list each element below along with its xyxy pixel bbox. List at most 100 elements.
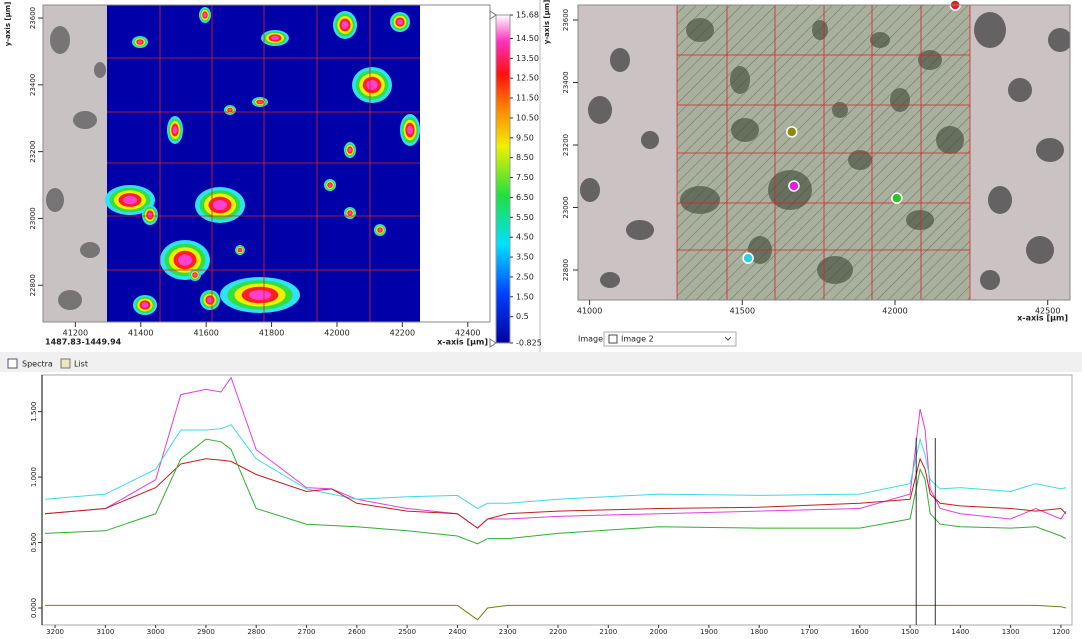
colorbar-label: 11.50 bbox=[516, 94, 539, 103]
x-tick-label: 3200 bbox=[46, 628, 64, 636]
hotspot bbox=[239, 249, 242, 252]
x-tick-label: 1400 bbox=[951, 628, 969, 636]
hotspot bbox=[148, 212, 152, 218]
x-axis-label: x-axis [µm] bbox=[1017, 314, 1068, 323]
y-tick-label: 0.500 bbox=[30, 533, 38, 553]
y-tick-label: 1.000 bbox=[30, 467, 38, 487]
particle bbox=[641, 131, 659, 149]
plot-area bbox=[42, 375, 1072, 625]
colorbar-label: -0.825 bbox=[516, 339, 542, 348]
particle bbox=[980, 270, 1000, 290]
x-tick-label: 42200 bbox=[390, 329, 415, 338]
colorbar-label: 12.50 bbox=[516, 74, 539, 83]
spectra-icon bbox=[8, 359, 17, 368]
y-tick-label: 23200 bbox=[562, 134, 570, 156]
colorbar-label: 14.50 bbox=[516, 34, 539, 43]
range-label: 1487.83-1449.94 bbox=[45, 338, 122, 347]
colorbar-label: 7.50 bbox=[516, 173, 534, 182]
y-tick-label: 0.000 bbox=[30, 598, 38, 618]
sample-image bbox=[43, 5, 107, 322]
x-axis-label: x-axis [µm] bbox=[437, 338, 488, 347]
x-tick-label: 1500 bbox=[901, 628, 919, 636]
measurement-point bbox=[789, 181, 799, 191]
x-tick-label: 1700 bbox=[801, 628, 819, 636]
particle bbox=[1036, 138, 1064, 162]
hotspot bbox=[342, 21, 349, 29]
x-tick-label: 3100 bbox=[96, 628, 114, 636]
colorbar-label: 5.50 bbox=[516, 213, 534, 222]
hotspot bbox=[271, 36, 279, 40]
roi-hatch bbox=[677, 5, 970, 300]
hotspot bbox=[348, 211, 351, 214]
hotspot bbox=[328, 183, 331, 186]
colorbar bbox=[496, 15, 510, 343]
tab-list[interactable]: List bbox=[74, 360, 88, 369]
particle bbox=[974, 12, 1006, 48]
particle bbox=[988, 186, 1012, 214]
x-tick-label: 2100 bbox=[599, 628, 617, 636]
colorbar-label: 4.50 bbox=[516, 233, 534, 242]
image-select: Image 2 bbox=[621, 335, 654, 344]
heatmap bbox=[107, 5, 420, 322]
colorbar-label: 13.50 bbox=[516, 54, 539, 63]
x-tick-label: 2400 bbox=[449, 628, 467, 636]
screen: 4120041400416004180042000422004240022800… bbox=[0, 0, 1082, 639]
particle bbox=[626, 220, 654, 240]
particle bbox=[50, 26, 70, 54]
list-icon bbox=[61, 359, 70, 368]
x-tick-label: 41600 bbox=[193, 329, 218, 338]
x-tick-label: 42400 bbox=[455, 329, 480, 338]
particle bbox=[46, 188, 64, 212]
x-tick-label: 2000 bbox=[650, 628, 668, 636]
x-tick-label: 1200 bbox=[1052, 628, 1070, 636]
y-tick-label: 23400 bbox=[562, 71, 570, 93]
colorbar-label: 10.50 bbox=[516, 113, 539, 122]
particle bbox=[1048, 28, 1072, 52]
tab-spectra[interactable]: Spectra bbox=[22, 360, 53, 369]
tab-bar bbox=[0, 352, 1082, 372]
hotspot bbox=[397, 19, 403, 25]
x-tick-label: 2200 bbox=[549, 628, 567, 636]
colorbar-label: 15.68 bbox=[516, 11, 539, 20]
image-label: Image: bbox=[578, 335, 606, 344]
particle bbox=[58, 290, 82, 310]
y-tick-label: 1.500 bbox=[30, 402, 38, 422]
colorbar-label: 1.50 bbox=[516, 292, 534, 301]
particle bbox=[1008, 78, 1032, 102]
hotspot bbox=[348, 148, 351, 152]
particle bbox=[600, 272, 620, 288]
colorbar-label: 2.50 bbox=[516, 272, 534, 281]
particle bbox=[94, 62, 106, 78]
colorbar-label: 6.50 bbox=[516, 193, 534, 202]
colorbar-label: 0.5 bbox=[516, 312, 529, 321]
x-tick-label: 1900 bbox=[700, 628, 718, 636]
x-tick-label: 3000 bbox=[147, 628, 165, 636]
x-tick-label: 42000 bbox=[324, 329, 349, 338]
x-tick-label: 42000 bbox=[882, 307, 907, 316]
measurement-point bbox=[892, 193, 902, 203]
x-tick-label: 2500 bbox=[398, 628, 416, 636]
particle bbox=[1026, 236, 1054, 264]
particle bbox=[80, 242, 100, 258]
hotspot bbox=[407, 126, 413, 135]
x-tick-label: 2900 bbox=[197, 628, 215, 636]
hotspot bbox=[378, 228, 381, 231]
y-tick-label: 23400 bbox=[29, 74, 37, 96]
colorbar-label: 8.50 bbox=[516, 153, 534, 162]
hotspot bbox=[228, 109, 231, 112]
x-tick-label: 1800 bbox=[750, 628, 768, 636]
x-tick-label: 41500 bbox=[730, 307, 755, 316]
hotspot bbox=[142, 302, 149, 308]
colorbar-label: 3.50 bbox=[516, 253, 534, 262]
x-tick-label: 41400 bbox=[128, 329, 153, 338]
particle bbox=[588, 96, 612, 124]
measurement-point bbox=[787, 127, 797, 137]
particle bbox=[610, 48, 630, 72]
hotspot bbox=[123, 196, 137, 204]
x-tick-label: 2800 bbox=[247, 628, 265, 636]
colorbar-label: 9.50 bbox=[516, 133, 534, 142]
hotspot bbox=[178, 254, 192, 265]
x-tick-label: 41800 bbox=[259, 329, 284, 338]
hotspot bbox=[173, 126, 177, 134]
x-tick-label: 1600 bbox=[851, 628, 869, 636]
